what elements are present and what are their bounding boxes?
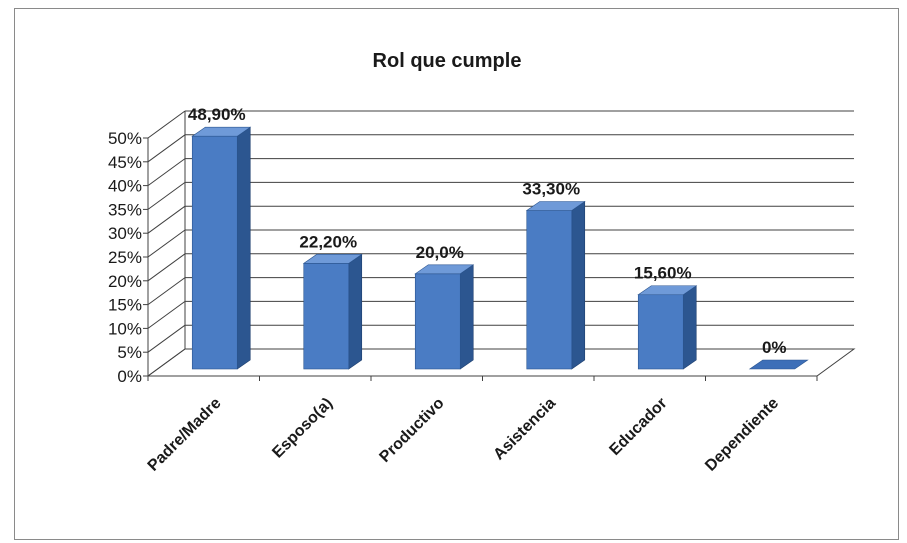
bar-top (637, 285, 698, 296)
bar-front (526, 210, 573, 370)
bar-2 (302, 253, 363, 370)
gridline-side (147, 348, 186, 377)
gridline-side (147, 134, 186, 163)
x-category-label: Padre/Madre (145, 395, 225, 475)
data-label: 20,0% (416, 243, 464, 262)
gridline-side (147, 158, 186, 187)
y-tick-label: 45% (108, 153, 142, 172)
bar-top (414, 264, 475, 275)
gridline-side (147, 253, 186, 282)
chart-walls (146, 111, 856, 377)
bar-front (303, 263, 350, 370)
bar-front (414, 273, 461, 370)
y-axis-ticks: 0% 5% 10% 15% 20% 25% 30% 35% 40% 45% 50% (108, 129, 148, 386)
bar-side (348, 253, 363, 370)
gridline-side (147, 277, 186, 306)
y-tick-label: 30% (108, 224, 142, 243)
gridline-side (147, 229, 186, 258)
y-tick-label: 50% (108, 129, 142, 148)
bar-top (748, 359, 809, 370)
bar-top (525, 201, 586, 211)
bar-4 (525, 200, 586, 370)
bar-5 (637, 285, 698, 370)
bar-side (459, 264, 474, 370)
chart-frame: Rol que cumple 0% 5% 10% 15% 20% 25% 30% 35% 40%… (14, 8, 899, 540)
gridline-side (147, 300, 186, 329)
y-tick-label: 15% (108, 296, 142, 315)
bar-front (637, 294, 684, 370)
y-tick-label: 40% (108, 177, 142, 196)
x-category-label: Asistencia (490, 395, 559, 464)
gridline-side (147, 324, 186, 353)
bars: 48,90% 22,20% 20,0% 33,30% 15,60% 0% (188, 105, 809, 370)
bar-chart: Rol que cumple 0% 5% 10% 15% 20% 25% 30% 35% 40%… (108, 50, 856, 475)
y-tick-label: 5% (117, 343, 142, 362)
x-category-label: Productivo (376, 395, 447, 466)
bar-3 (414, 264, 475, 370)
data-label: 22,20% (299, 232, 357, 251)
data-label: 33,30% (522, 179, 580, 198)
y-tick-label: 35% (108, 200, 142, 219)
y-tick-label: 10% (108, 319, 142, 338)
bar-side (571, 200, 586, 370)
x-category-label: Educador (606, 395, 670, 459)
bar-top (302, 254, 363, 264)
gridlines (147, 110, 854, 377)
y-tick-label: 20% (108, 272, 142, 291)
gridline-side (147, 181, 186, 210)
chart-floor (146, 348, 856, 377)
x-category-label: Esposo(a) (269, 395, 336, 462)
x-category-label: Dependiente (702, 395, 782, 475)
chart-title: Rol que cumple (373, 50, 522, 72)
bar-top (191, 126, 252, 137)
data-label: 48,90% (188, 105, 246, 124)
y-tick-label: 0% (117, 367, 142, 386)
data-label: 15,60% (634, 264, 692, 283)
gridline-side (147, 205, 186, 234)
bar-1 (191, 126, 252, 370)
y-tick-label: 25% (108, 248, 142, 267)
bar-6 (748, 359, 809, 370)
x-axis-categories: Padre/Madre Esposo(a) Productivo Asistencia… (145, 376, 818, 475)
bar-side (236, 126, 251, 370)
gridline-side (147, 110, 186, 139)
bar-front (191, 135, 238, 370)
data-label: 0% (762, 338, 787, 357)
bar-side (682, 285, 697, 370)
